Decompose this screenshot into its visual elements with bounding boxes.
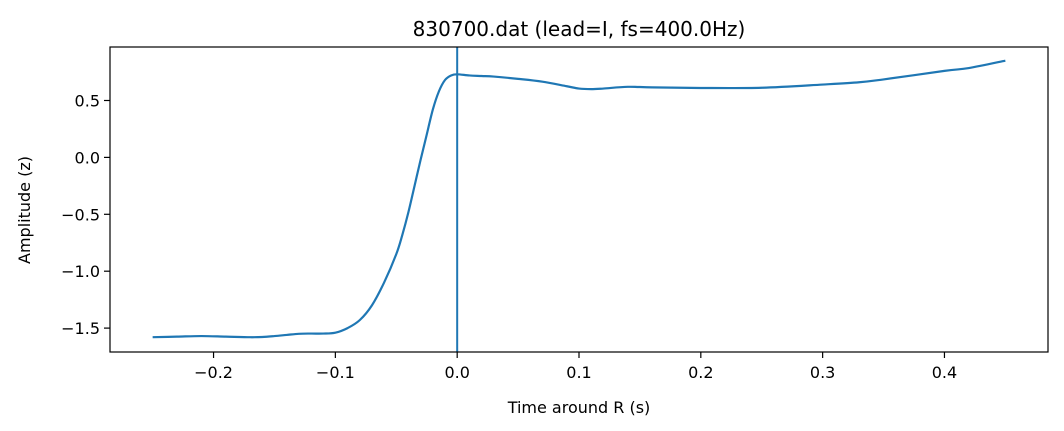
y-axis: −1.5 −1.0 −0.5 0.0 0.5 bbox=[61, 91, 110, 338]
x-axis-label: Time around R (s) bbox=[507, 398, 651, 417]
y-tick-label: 0.0 bbox=[75, 148, 100, 167]
y-tick-label: −1.0 bbox=[61, 262, 100, 281]
plot-area bbox=[152, 47, 1006, 352]
x-tick-label: 0.0 bbox=[444, 363, 469, 382]
y-tick-label: 0.5 bbox=[75, 91, 100, 110]
chart-title: 830700.dat (lead=I, fs=400.0Hz) bbox=[413, 17, 746, 41]
x-tick-label: 0.1 bbox=[566, 363, 591, 382]
y-axis-label: Amplitude (z) bbox=[15, 156, 34, 264]
y-tick-label: −1.5 bbox=[61, 319, 100, 338]
x-tick-label: 0.2 bbox=[688, 363, 713, 382]
x-axis: −0.2 −0.1 0.0 0.1 0.2 0.3 0.4 bbox=[194, 352, 957, 382]
plot-frame bbox=[109, 46, 1049, 353]
x-tick-label: 0.4 bbox=[932, 363, 957, 382]
x-tick-label: 0.3 bbox=[810, 363, 835, 382]
x-tick-label: −0.1 bbox=[316, 363, 355, 382]
y-tick-label: −0.5 bbox=[61, 205, 100, 224]
x-tick-label: −0.2 bbox=[194, 363, 233, 382]
series-line bbox=[152, 59, 1006, 339]
